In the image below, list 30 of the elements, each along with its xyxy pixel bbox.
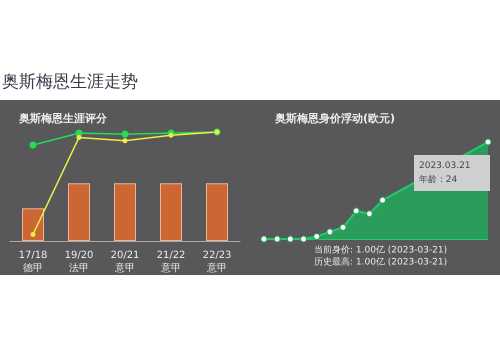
x-tick-label: 20/21 意甲 — [110, 250, 140, 274]
point — [168, 132, 174, 138]
chart-title: 奥斯梅恩生涯评分 — [18, 112, 108, 125]
text: 奥斯梅恩生涯走势 — [2, 71, 138, 93]
point — [366, 210, 373, 218]
x-tick-label: 21/22 意甲 — [156, 250, 186, 274]
point — [352, 207, 360, 214]
point — [30, 232, 36, 237]
point — [484, 138, 492, 146]
x-tick-label: 17/18 德甲 — [18, 250, 48, 274]
annotation: 年龄 : 24 — [419, 174, 458, 187]
point — [313, 232, 320, 240]
point — [122, 138, 128, 144]
chart-title: 奥斯梅恩身价浮动(欧元) — [274, 112, 396, 125]
point — [379, 196, 386, 204]
point — [286, 236, 294, 242]
text: 历史最高: 1.00亿 (2023-03-21) — [314, 256, 448, 268]
point — [326, 228, 334, 236]
point — [260, 236, 268, 242]
point — [122, 130, 128, 138]
x-tick-label: 19/20 法甲 — [64, 250, 94, 274]
point — [340, 224, 347, 231]
text: 当前身价: 1.00亿 (2023-03-21) — [314, 244, 448, 256]
point — [300, 236, 308, 242]
x-tick-label: 22/23 意甲 — [202, 250, 232, 274]
tooltip-box: 2023.03.21 年龄 : 24 — [414, 155, 490, 191]
point — [274, 236, 281, 242]
annotation: 2023.03.21 — [419, 160, 472, 173]
point — [76, 134, 82, 140]
point — [30, 142, 36, 149]
